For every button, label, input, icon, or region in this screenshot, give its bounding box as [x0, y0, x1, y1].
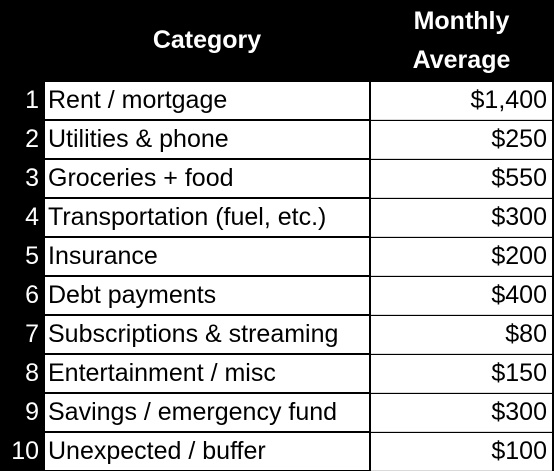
header-row: Category Monthly Average [0, 0, 554, 81]
table-row: 1 Rent / mortgage $1,400 [0, 81, 554, 120]
row-number[interactable]: 4 [0, 198, 43, 237]
amount-cell[interactable]: $200 [371, 238, 552, 276]
amount-cell[interactable]: $150 [371, 355, 552, 393]
row-number[interactable]: 8 [0, 354, 43, 393]
table-row: 10 Unexpected / buffer $100 [0, 432, 554, 471]
category-cell[interactable]: Subscriptions & streaming [45, 316, 369, 353]
monthly-average-header[interactable]: Monthly Average [371, 0, 552, 81]
category-header[interactable]: Category [45, 0, 369, 81]
row-number[interactable]: 2 [0, 120, 43, 159]
amount-cell[interactable]: $400 [371, 277, 552, 315]
row-number[interactable]: 3 [0, 159, 43, 198]
table-body: 1 Rent / mortgage $1,400 2 Utilities & p… [0, 81, 554, 471]
category-cell[interactable]: Insurance [45, 238, 369, 275]
category-cell[interactable]: Transportation (fuel, etc.) [45, 199, 369, 236]
category-cell[interactable]: Rent / mortgage [45, 82, 369, 119]
amount-cell[interactable]: $550 [371, 160, 552, 198]
row-number[interactable]: 9 [0, 393, 43, 432]
row-number[interactable]: 5 [0, 237, 43, 276]
amount-cell[interactable]: $1,400 [371, 82, 552, 120]
category-cell[interactable]: Utilities & phone [45, 121, 369, 158]
row-number[interactable]: 1 [0, 81, 43, 120]
table-row: 5 Insurance $200 [0, 237, 554, 276]
amount-cell[interactable]: $250 [371, 121, 552, 159]
row-number[interactable]: 7 [0, 315, 43, 354]
category-header-label: Category [152, 26, 262, 54]
amount-cell[interactable]: $300 [371, 394, 552, 432]
monthly-header-line2: Average [412, 45, 511, 74]
category-cell[interactable]: Unexpected / buffer [45, 433, 369, 470]
table-row: 9 Savings / emergency fund $300 [0, 393, 554, 432]
table-row: 4 Transportation (fuel, etc.) $300 [0, 198, 554, 237]
table-row: 7 Subscriptions & streaming $80 [0, 315, 554, 354]
amount-cell[interactable]: $100 [371, 433, 552, 471]
category-cell[interactable]: Entertainment / misc [45, 355, 369, 392]
table-row: 6 Debt payments $400 [0, 276, 554, 315]
table-row: 3 Groceries + food $550 [0, 159, 554, 198]
row-number[interactable]: 6 [0, 276, 43, 315]
category-cell[interactable]: Savings / emergency fund [45, 394, 369, 431]
monthly-header-line1: Monthly [413, 6, 510, 35]
row-number[interactable]: 10 [0, 432, 43, 471]
category-cell[interactable]: Debt payments [45, 277, 369, 314]
category-cell[interactable]: Groceries + food [45, 160, 369, 197]
amount-cell[interactable]: $80 [371, 316, 552, 354]
table-row: 2 Utilities & phone $250 [0, 120, 554, 159]
table-row: 8 Entertainment / misc $150 [0, 354, 554, 393]
amount-cell[interactable]: $300 [371, 199, 552, 237]
